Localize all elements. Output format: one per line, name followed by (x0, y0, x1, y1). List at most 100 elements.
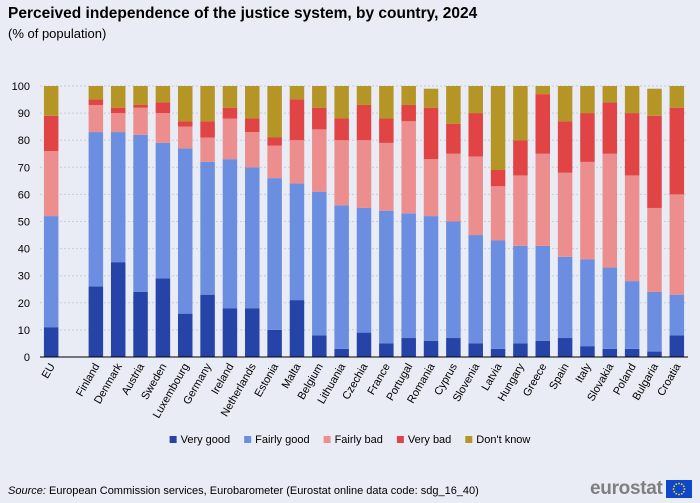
eurostat-logo: eurostat (590, 478, 692, 500)
bar-austria-don-t-know (133, 86, 148, 105)
x-tick-label-spain: Spain (547, 362, 571, 392)
flag-star (672, 488, 674, 490)
bar-latvia-don-t-know (490, 86, 506, 171)
legend-swatch-fairly-good (244, 436, 252, 443)
eu-flag-icon (665, 480, 692, 498)
bar-belgium-don-t-know (312, 86, 327, 108)
legend-item-fairly-good: Fairly good (244, 434, 310, 446)
bar-latvia-fairly-good (490, 240, 506, 349)
legend-item-fairly-bad: Fairly bad (323, 434, 383, 446)
chart-subtitle: (% of population) (8, 26, 107, 41)
bar-portugal-fairly-bad (401, 121, 416, 214)
bar-malta-don-t-know (289, 86, 305, 100)
x-tick-label-croatia: Croatia (655, 361, 684, 398)
bar-czechia-fairly-bad (356, 140, 372, 208)
bar-finland-fairly-bad (88, 104, 104, 133)
bar-netherlands-very-good (245, 308, 260, 357)
bar-denmark-don-t-know (110, 86, 126, 108)
bar-eu-fairly-good (43, 216, 59, 328)
bar-cyprus-very-bad (446, 123, 461, 154)
y-tick-label-100: 100 (12, 81, 30, 93)
bar-portugal-very-good (401, 338, 416, 357)
bar-poland-fairly-good (624, 281, 640, 349)
bar-poland-fairly-bad (624, 175, 640, 282)
bar-sweden-very-bad (155, 102, 171, 114)
source-text: European Commission services, Eurobarome… (48, 485, 479, 497)
bar-croatia-fairly-good (669, 294, 685, 336)
bar-spain-very-good (557, 338, 573, 357)
bar-slovakia-very-good (602, 348, 618, 357)
bar-belgium-fairly-good (312, 191, 327, 336)
bar-eu-fairly-bad (43, 151, 59, 217)
bar-italy-fairly-good (580, 259, 595, 347)
y-tick-label-90: 90 (18, 108, 30, 120)
legend-item-don-t-know: Don't know (465, 434, 530, 446)
x-axis-ticks: EU FinlandDenmarkAustriaSwedenLuxembourgG… (40, 361, 684, 421)
bar-italy-don-t-know (580, 86, 595, 114)
bar-czechia-fairly-good (356, 207, 372, 333)
bar-austria-very-bad (133, 104, 148, 108)
source-note: Source: European Commission services, Eu… (8, 485, 479, 497)
legend-swatch-very-bad (396, 436, 404, 443)
bar-croatia-fairly-bad (669, 194, 685, 295)
bar-greece-don-t-know (535, 86, 551, 95)
bar-lithuania-fairly-bad (334, 140, 349, 206)
bar-sweden-fairly-bad (155, 113, 171, 143)
y-tick-label-80: 80 (18, 135, 30, 147)
bar-sweden-don-t-know (155, 86, 171, 103)
bar-hungary-very-bad (513, 140, 528, 176)
legend-swatch-fairly-bad (323, 436, 331, 443)
bar-cyprus-fairly-bad (446, 153, 461, 222)
bar-eu-very-bad (43, 115, 59, 152)
bar-luxembourg-very-good (177, 313, 193, 357)
bar-ireland-fairly-good (222, 159, 238, 309)
bar-hungary-fairly-good (513, 245, 528, 344)
x-tick-label-italy: Italy (574, 361, 595, 385)
bar-germany-very-bad (200, 121, 215, 138)
bar-poland-very-good (624, 348, 640, 357)
y-tick-label-0: 0 (24, 352, 30, 364)
bar-denmark-very-bad (110, 107, 126, 114)
bar-austria-very-good (133, 291, 148, 357)
bar-romania-don-t-know (423, 88, 439, 108)
bar-ireland-very-good (222, 308, 238, 357)
legend-label-don-t-know: Don't know (476, 434, 530, 446)
bar-germany-fairly-bad (200, 137, 215, 162)
bar-portugal-fairly-good (401, 213, 416, 339)
y-tick-label-30: 30 (18, 271, 30, 283)
legend-label-fairly-good: Fairly good (255, 434, 309, 446)
y-tick-label-50: 50 (18, 217, 30, 229)
bar-slovakia-fairly-bad (602, 153, 618, 268)
bar-estonia-don-t-know (267, 86, 282, 138)
legend-item-very-bad: Very bad (396, 434, 451, 446)
bar-germany-don-t-know (200, 86, 215, 122)
bar-romania-fairly-good (423, 216, 439, 341)
bar-czechia-don-t-know (356, 86, 372, 105)
bar-lithuania-very-good (334, 348, 349, 357)
source-label: Source: (8, 485, 46, 497)
bar-austria-fairly-good (133, 134, 148, 292)
bar-romania-very-bad (423, 107, 439, 160)
bar-lithuania-don-t-know (334, 86, 349, 119)
bar-belgium-very-bad (312, 107, 327, 130)
bar-latvia-fairly-bad (490, 186, 506, 241)
bar-bulgaria-fairly-bad (647, 207, 662, 292)
bar-luxembourg-fairly-bad (177, 126, 193, 149)
bar-bulgaria-fairly-good (647, 291, 662, 352)
bar-france-very-good (379, 343, 394, 357)
bar-slovenia-fairly-bad (468, 156, 483, 236)
bar-poland-don-t-know (624, 86, 640, 114)
bar-ireland-fairly-bad (222, 118, 238, 160)
bars (43, 86, 685, 357)
bar-cyprus-fairly-good (446, 221, 461, 339)
bar-italy-very-good (580, 346, 595, 357)
bar-malta-fairly-bad (289, 140, 305, 184)
bar-ireland-don-t-know (222, 86, 238, 108)
chart-title: Perceived independence of the justice sy… (8, 5, 478, 22)
bar-portugal-don-t-know (401, 86, 416, 105)
bar-bulgaria-very-good (647, 351, 662, 357)
bar-estonia-very-bad (267, 137, 282, 146)
legend-label-fairly-bad: Fairly bad (335, 434, 383, 446)
bar-latvia-very-good (490, 348, 506, 357)
bar-hungary-fairly-bad (513, 175, 528, 246)
